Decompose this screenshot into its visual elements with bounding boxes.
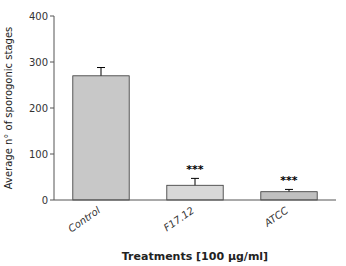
- y-tick: [50, 16, 54, 17]
- significance: ***: [186, 163, 204, 176]
- y-tick-label: 200: [29, 103, 48, 114]
- y-tick: [50, 62, 54, 63]
- y-axis: [54, 16, 55, 200]
- x-axis: [54, 200, 336, 201]
- x-tick-label: F17.12: [162, 205, 196, 234]
- background: [0, 0, 346, 266]
- x-tick-label: ATCC: [262, 205, 291, 230]
- y-tick-label: 100: [29, 149, 48, 160]
- error-cap: [191, 178, 199, 179]
- y-axis-label: Average n° of sporogonic stages: [3, 27, 14, 190]
- y-tick-label: 300: [29, 57, 48, 68]
- error-cap: [285, 189, 293, 190]
- bar: [73, 76, 129, 200]
- bar: [261, 192, 317, 200]
- y-tick-label: 0: [42, 195, 48, 206]
- y-tick: [50, 200, 54, 201]
- y-tick: [50, 108, 54, 109]
- x-axis-label: Treatments [100 μg/ml]: [122, 250, 268, 263]
- chart: 0 100 200 300 400 *** *** Control F17.12 ATCC Trea…: [0, 0, 346, 266]
- bar: [167, 185, 223, 200]
- significance: ***: [280, 174, 298, 187]
- y-tick: [50, 154, 54, 155]
- error-cap: [97, 67, 105, 68]
- y-tick-label: 400: [29, 11, 48, 22]
- x-tick-label: Control: [66, 205, 102, 235]
